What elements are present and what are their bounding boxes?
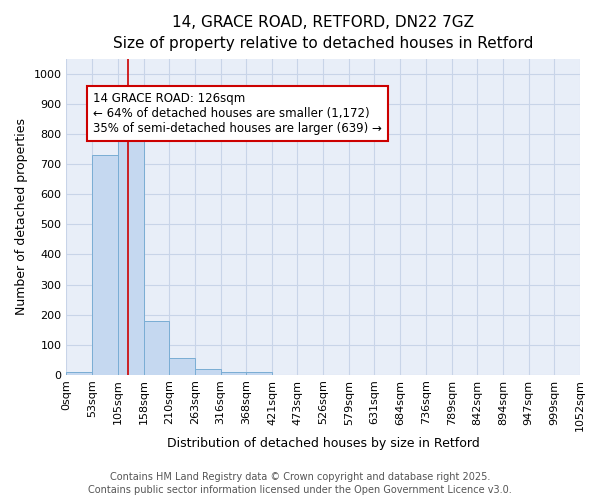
- Bar: [246, 372, 272, 374]
- Bar: [67, 372, 92, 374]
- Bar: [221, 372, 247, 374]
- Bar: [143, 320, 169, 374]
- X-axis label: Distribution of detached houses by size in Retford: Distribution of detached houses by size …: [167, 437, 479, 450]
- Bar: [195, 368, 221, 374]
- Bar: [92, 156, 118, 374]
- Text: Contains HM Land Registry data © Crown copyright and database right 2025.
Contai: Contains HM Land Registry data © Crown c…: [88, 472, 512, 495]
- Title: 14, GRACE ROAD, RETFORD, DN22 7GZ
Size of property relative to detached houses i: 14, GRACE ROAD, RETFORD, DN22 7GZ Size o…: [113, 15, 533, 51]
- Y-axis label: Number of detached properties: Number of detached properties: [15, 118, 28, 316]
- Text: 14 GRACE ROAD: 126sqm
← 64% of detached houses are smaller (1,172)
35% of semi-d: 14 GRACE ROAD: 126sqm ← 64% of detached …: [93, 92, 382, 135]
- Bar: [118, 124, 143, 374]
- Bar: [169, 358, 195, 374]
